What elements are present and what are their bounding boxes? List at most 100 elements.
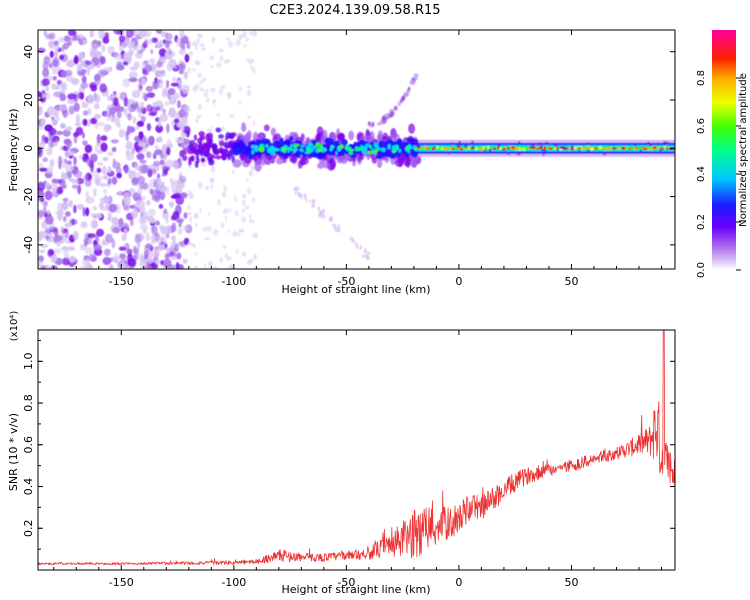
noise-speck bbox=[76, 65, 83, 72]
noise-speck bbox=[73, 56, 79, 65]
noise-speck bbox=[100, 135, 108, 142]
band-hotspot bbox=[371, 148, 376, 154]
noise-speck bbox=[98, 202, 105, 210]
doppler-speck bbox=[359, 244, 362, 250]
doppler-speck bbox=[409, 79, 415, 86]
band-core bbox=[326, 138, 334, 144]
noise-speck bbox=[57, 202, 64, 212]
carrier-speck bbox=[447, 151, 450, 155]
noise-speck bbox=[53, 44, 61, 52]
noise-speck bbox=[93, 73, 101, 82]
noise-speck bbox=[106, 112, 110, 122]
noise-speck bbox=[39, 140, 45, 150]
band-halo bbox=[376, 158, 383, 168]
band-hotspot bbox=[315, 142, 321, 148]
band-hotspot bbox=[381, 147, 386, 153]
band-hotspot bbox=[414, 147, 418, 152]
noise-speck bbox=[116, 172, 122, 179]
doppler-speck bbox=[389, 108, 395, 112]
carrier-speck bbox=[489, 148, 492, 152]
band-halo bbox=[232, 159, 242, 168]
noise-speck bbox=[141, 141, 146, 148]
noise-speck bbox=[131, 209, 139, 219]
band-hotspot bbox=[254, 147, 258, 152]
noise-speck bbox=[64, 158, 68, 164]
carrier-speck bbox=[659, 149, 662, 153]
carrier-peak bbox=[465, 147, 468, 151]
noise-speck bbox=[92, 205, 97, 211]
noise-speck bbox=[48, 40, 56, 47]
noise-speck bbox=[128, 188, 136, 194]
noise-speck bbox=[59, 93, 67, 102]
carrier-speck bbox=[456, 144, 462, 148]
carrier-speck bbox=[587, 142, 590, 146]
noise-speck bbox=[204, 237, 210, 241]
band-halo bbox=[367, 136, 375, 144]
noise-speck bbox=[62, 197, 69, 203]
noise-speck bbox=[60, 82, 66, 90]
noise-speck bbox=[140, 206, 146, 213]
noise-speck bbox=[99, 83, 107, 93]
band-halo bbox=[275, 157, 285, 165]
transition-speck bbox=[219, 149, 225, 154]
noise-speck bbox=[161, 143, 167, 153]
noise-speck bbox=[196, 38, 200, 45]
noise-speck bbox=[63, 35, 71, 42]
noise-speck bbox=[102, 257, 112, 265]
noise-speck bbox=[127, 112, 132, 121]
noise-speck bbox=[45, 235, 50, 240]
band-core bbox=[234, 142, 239, 149]
snr-y-tick-label: 0.2 bbox=[22, 520, 35, 538]
noise-speck bbox=[101, 241, 110, 246]
noise-speck bbox=[43, 56, 51, 65]
noise-speck bbox=[137, 49, 144, 54]
noise-speck bbox=[170, 255, 178, 261]
band-hotspot bbox=[269, 146, 273, 150]
carrier-peak bbox=[436, 145, 439, 149]
noise-speck bbox=[223, 208, 229, 214]
noise-speck bbox=[188, 41, 191, 48]
noise-speck bbox=[213, 265, 218, 269]
band-halo bbox=[317, 162, 325, 169]
noise-speck bbox=[196, 114, 202, 119]
carrier-speck bbox=[555, 145, 558, 148]
noise-speck bbox=[238, 86, 243, 91]
band-hotspot bbox=[287, 146, 292, 151]
transition-speck bbox=[207, 138, 213, 143]
band-halo bbox=[411, 159, 417, 168]
carrier-peak bbox=[606, 147, 611, 151]
noise-speck bbox=[81, 132, 85, 139]
noise-speck bbox=[227, 92, 232, 100]
noise-speck bbox=[106, 95, 112, 101]
noise-speck bbox=[73, 136, 78, 144]
carrier-peak bbox=[440, 147, 444, 151]
noise-speck bbox=[89, 49, 97, 58]
noise-speck bbox=[49, 158, 55, 168]
noise-speck bbox=[63, 42, 69, 50]
noise-speck bbox=[252, 232, 259, 239]
noise-speck bbox=[210, 125, 214, 129]
noise-speck bbox=[96, 167, 102, 173]
noise-speck bbox=[146, 92, 156, 98]
snr-x-tick-label: 50 bbox=[564, 576, 578, 589]
noise-speck bbox=[93, 113, 102, 120]
noise-speck bbox=[112, 158, 116, 165]
noise-speck bbox=[202, 77, 207, 83]
noise-speck bbox=[122, 78, 130, 88]
carrier-peak bbox=[496, 146, 500, 150]
spectrogram-y-tick-label: 20 bbox=[22, 93, 35, 107]
noise-speck bbox=[43, 30, 48, 37]
noise-speck bbox=[123, 108, 128, 116]
carrier-speck bbox=[463, 144, 468, 148]
carrier-speck bbox=[559, 145, 564, 149]
carrier-speck bbox=[507, 152, 510, 156]
noise-speck bbox=[209, 55, 215, 60]
noise-speck bbox=[130, 127, 134, 133]
noise-speck bbox=[250, 65, 254, 71]
noise-speck bbox=[147, 250, 155, 258]
noise-speck bbox=[168, 111, 173, 117]
noise-speck bbox=[53, 234, 63, 242]
doppler-speck bbox=[305, 197, 308, 202]
carrier-peak bbox=[604, 147, 607, 151]
noise-speck bbox=[243, 43, 247, 48]
